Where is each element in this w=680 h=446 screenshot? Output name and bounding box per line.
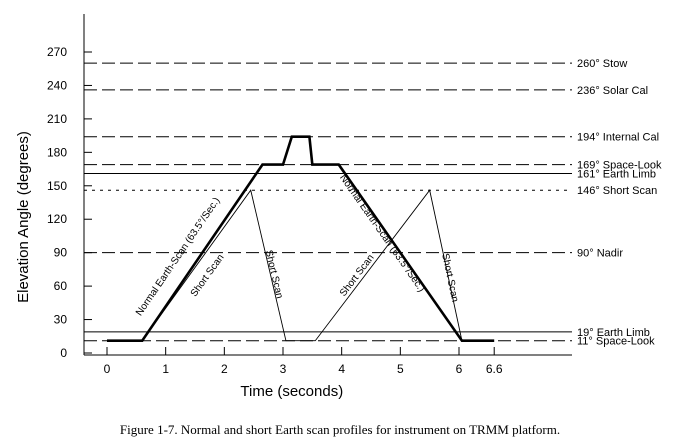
y-tick-label: 240 [47, 78, 67, 92]
scan-annotation: Short Scan [263, 249, 285, 300]
scan-annotation: Short Scan [338, 253, 377, 299]
reference-label: 194° Internal Cal [577, 132, 659, 144]
scan-annotation: Short Scan [189, 252, 227, 299]
figure-caption: Figure 1-7. Normal and short Earth scan … [119, 422, 561, 437]
x-axis-label: Time (seconds) [240, 383, 343, 400]
x-tick-label: 6 [456, 362, 463, 376]
x-tick-label: 5 [397, 362, 404, 376]
normal-scan-profile [107, 135, 495, 343]
reference-label: 169° Space-Look [577, 160, 662, 172]
reference-label: 236° Solar Cal [577, 85, 648, 97]
short-scan-profile [141, 189, 463, 342]
y-tick-label: 60 [54, 279, 68, 293]
y-tick-label: 30 [54, 313, 68, 327]
x-tick-label: 3 [280, 362, 287, 376]
y-tick-label: 270 [47, 45, 67, 59]
y-axis-label: Elevation Angle (degrees) [15, 131, 32, 303]
axes [83, 14, 572, 356]
y-tick-label: 0 [60, 346, 67, 360]
reference-lines [84, 62, 572, 342]
labels: 260° Stow 236° Solar Cal 194° Internal Cal… [134, 58, 662, 348]
reference-label: 19° Earth Limb [577, 327, 650, 339]
y-tick-label: 120 [47, 212, 67, 226]
y-tick-label: 90 [54, 246, 68, 260]
x-tick-label: 6.6 [486, 362, 503, 376]
ticks: 0 30 60 90 120 150 180 210 240 270 0 1 2 3 4 5 6 6.6 [47, 45, 503, 376]
y-tick-label: 210 [47, 112, 67, 126]
scan-annotation: Normal Earth-Scan (63.5°/Sec.) [134, 196, 222, 318]
y-tick-label: 150 [47, 179, 67, 193]
reference-label: 11° Space-Look [577, 336, 655, 348]
reference-label: 90° Nadir [577, 248, 623, 260]
reference-label: 161° Earth Limb [577, 169, 656, 181]
x-tick-label: 2 [221, 362, 228, 376]
x-tick-label: 4 [338, 362, 345, 376]
scan-profiles [107, 135, 495, 343]
x-tick-label: 0 [104, 362, 111, 376]
reference-label: 146° Short Scan [577, 185, 657, 197]
chart: 0 30 60 90 120 150 180 210 240 270 0 1 2 3 4 5 6 6.6 260°… [15, 14, 662, 400]
x-tick-label: 1 [162, 362, 169, 376]
scan-annotation: Short Scan [439, 252, 460, 303]
y-tick-label: 180 [47, 145, 67, 159]
reference-label: 260° Stow [577, 58, 627, 70]
